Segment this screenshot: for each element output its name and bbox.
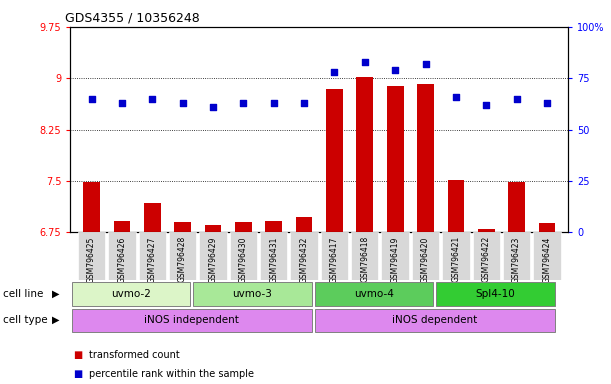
FancyBboxPatch shape [472,232,500,280]
FancyBboxPatch shape [442,232,469,280]
Bar [356,77,373,232]
Point [329,69,339,75]
Text: GSM796419: GSM796419 [390,236,400,283]
Text: ▶: ▶ [53,289,60,299]
Bar [114,221,130,232]
Text: GSM796427: GSM796427 [148,236,157,283]
Point [390,67,400,73]
FancyBboxPatch shape [193,282,312,306]
Point [360,59,370,65]
Text: GSM796426: GSM796426 [117,236,126,283]
Bar [265,221,282,232]
Text: GSM796430: GSM796430 [239,236,248,283]
Bar [296,217,312,232]
Bar [447,180,464,232]
Text: GSM796421: GSM796421 [452,236,460,282]
Point [208,104,218,110]
Point [299,100,309,106]
FancyBboxPatch shape [199,232,227,280]
Text: ■: ■ [73,369,82,379]
Bar [326,89,343,232]
Point [238,100,248,106]
Point [269,100,279,106]
FancyBboxPatch shape [321,232,348,280]
FancyBboxPatch shape [108,232,136,280]
FancyBboxPatch shape [315,308,555,332]
FancyBboxPatch shape [503,232,530,280]
Text: uvmo-3: uvmo-3 [233,289,273,299]
FancyBboxPatch shape [71,282,190,306]
Text: uvmo-4: uvmo-4 [354,289,394,299]
Text: GSM796418: GSM796418 [360,236,369,282]
FancyBboxPatch shape [230,232,257,280]
Text: GSM796429: GSM796429 [208,236,218,283]
Point [147,96,157,102]
Point [542,100,552,106]
Text: GSM796423: GSM796423 [512,236,521,283]
FancyBboxPatch shape [290,232,318,280]
Bar [83,182,100,232]
Bar [478,229,494,232]
Text: uvmo-2: uvmo-2 [111,289,151,299]
Point [87,96,97,102]
Bar [144,203,161,232]
Text: GSM796428: GSM796428 [178,236,187,282]
Bar [539,223,555,232]
Text: GSM796424: GSM796424 [543,236,552,283]
Text: GSM796425: GSM796425 [87,236,96,283]
Text: percentile rank within the sample: percentile rank within the sample [89,369,254,379]
Text: GSM796432: GSM796432 [299,236,309,283]
Text: GSM796431: GSM796431 [269,236,278,283]
Point [512,96,522,102]
FancyBboxPatch shape [139,232,166,280]
Text: GSM796422: GSM796422 [481,236,491,282]
Text: Spl4-10: Spl4-10 [475,289,515,299]
Bar [235,222,252,232]
Text: iNOS independent: iNOS independent [144,315,239,325]
Point [117,100,126,106]
Text: GSM796417: GSM796417 [330,236,339,283]
Bar [417,84,434,232]
FancyBboxPatch shape [436,282,555,306]
Text: iNOS dependent: iNOS dependent [392,315,477,325]
FancyBboxPatch shape [169,232,196,280]
Bar [508,182,525,232]
FancyBboxPatch shape [351,232,378,280]
Point [451,94,461,100]
Point [178,100,188,106]
FancyBboxPatch shape [260,232,287,280]
Text: cell line: cell line [3,289,43,299]
Text: ■: ■ [73,350,82,360]
FancyBboxPatch shape [381,232,409,280]
Point [481,102,491,108]
FancyBboxPatch shape [412,232,439,280]
Point [420,61,430,67]
FancyBboxPatch shape [78,232,105,280]
Bar [387,86,403,232]
Text: GSM796420: GSM796420 [421,236,430,283]
FancyBboxPatch shape [71,308,312,332]
Bar [205,225,221,232]
Text: transformed count: transformed count [89,350,180,360]
FancyBboxPatch shape [315,282,433,306]
Text: cell type: cell type [3,315,48,325]
Bar [174,222,191,232]
Text: GDS4355 / 10356248: GDS4355 / 10356248 [65,11,200,24]
FancyBboxPatch shape [533,232,561,280]
Text: ▶: ▶ [53,315,60,325]
